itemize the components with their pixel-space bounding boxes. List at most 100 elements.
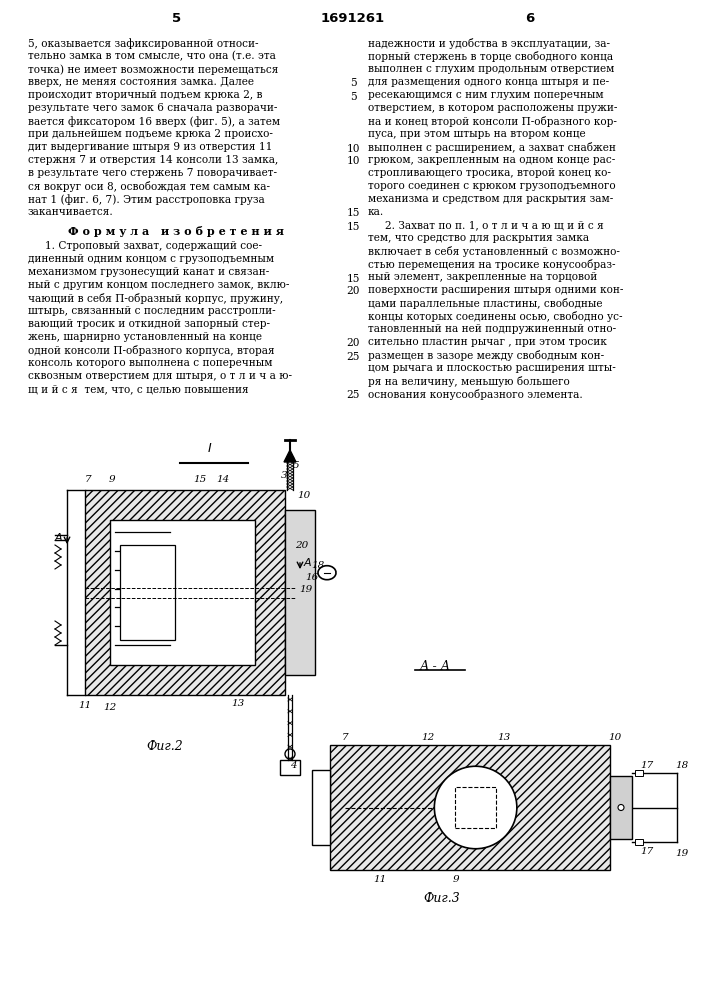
Text: А - А: А - А (420, 660, 451, 673)
Text: для размещения одного конца штыря и пе-: для размещения одного конца штыря и пе- (368, 77, 609, 87)
Text: 13: 13 (497, 732, 510, 742)
Text: 16: 16 (305, 574, 319, 582)
Text: I: I (208, 442, 212, 455)
Text: сительно пластин рычаг , при этом тросик: сительно пластин рычаг , при этом тросик (368, 337, 607, 347)
Text: ка.: ка. (368, 207, 384, 217)
Bar (635, 770, 643, 776)
Text: пуса, при этом штырь на втором конце: пуса, при этом штырь на втором конце (368, 129, 585, 139)
Text: диненный одним концом с грузоподъемным: диненный одним концом с грузоподъемным (28, 254, 274, 264)
Text: 11: 11 (373, 876, 387, 884)
Text: 11: 11 (78, 700, 92, 710)
Text: тановленный на ней подпружиненный отно-: тановленный на ней подпружиненный отно- (368, 324, 616, 334)
Text: 10: 10 (609, 732, 621, 742)
Text: одной консоли П-образного корпуса, вторая: одной консоли П-образного корпуса, втора… (28, 345, 274, 356)
Text: механизма и средством для раскрытия зам-: механизма и средством для раскрытия зам- (368, 194, 613, 204)
Text: чающий в себя П-образный корпус, пружину,: чающий в себя П-образный корпус, пружину… (28, 293, 283, 304)
Text: происходит вторичный подъем крюка 2, в: происходит вторичный подъем крюка 2, в (28, 90, 262, 100)
Text: 15: 15 (346, 273, 360, 284)
Text: концы которых соединены осью, свободно ус-: концы которых соединены осью, свободно у… (368, 311, 622, 322)
Text: Фиг.3: Фиг.3 (423, 892, 460, 905)
Text: вающий тросик и откидной запорный стер-: вающий тросик и откидной запорный стер- (28, 319, 270, 329)
Text: штырь, связанный с последним расстропли-: штырь, связанный с последним расстропли- (28, 306, 276, 316)
Text: стропливающего тросика, второй конец ко-: стропливающего тросика, второй конец ко- (368, 168, 611, 178)
Text: 1. Строповый захват, содержащий сое-: 1. Строповый захват, содержащий сое- (28, 241, 262, 251)
Text: 7: 7 (85, 476, 91, 485)
Text: Ф о р м у л а   и з о б р е т е н и я: Ф о р м у л а и з о б р е т е н и я (68, 226, 284, 237)
Text: дит выдергивание штыря 9 из отверстия 11: дит выдергивание штыря 9 из отверстия 11 (28, 142, 272, 152)
Circle shape (434, 766, 517, 849)
Text: при дальнейшем подъеме крюка 2 происхо-: при дальнейшем подъеме крюка 2 происхо- (28, 129, 273, 139)
Text: Фиг.2: Фиг.2 (146, 740, 183, 753)
Text: тельно замка в том смысле, что она (т.е. эта: тельно замка в том смысле, что она (т.е.… (28, 51, 276, 61)
Text: вверх, не меняя состояния замка. Далее: вверх, не меняя состояния замка. Далее (28, 77, 254, 87)
Text: выполнен с расширением, а захват снабжен: выполнен с расширением, а захват снабжен (368, 142, 616, 153)
Text: 5: 5 (350, 92, 356, 102)
Text: поверхности расширения штыря одними кон-: поверхности расширения штыря одними кон- (368, 285, 624, 295)
Text: 15: 15 (346, 222, 360, 232)
Text: 19: 19 (675, 849, 689, 858)
Text: отверстием, в котором расположены пружи-: отверстием, в котором расположены пружи- (368, 103, 617, 113)
Text: 19: 19 (299, 585, 312, 594)
Text: 12: 12 (421, 732, 435, 742)
Text: 12: 12 (103, 704, 117, 712)
Text: основания конусообразного элемента.: основания конусообразного элемента. (368, 389, 583, 400)
Text: 5, оказывается зафиксированной относи-: 5, оказывается зафиксированной относи- (28, 38, 259, 49)
Text: ресекающимся с ним глухим поперечным: ресекающимся с ним глухим поперечным (368, 90, 604, 100)
Text: консоль которого выполнена с поперечным: консоль которого выполнена с поперечным (28, 358, 272, 368)
Text: в результате чего стержень 7 поворачивает-: в результате чего стержень 7 поворачивае… (28, 168, 277, 178)
Text: 3: 3 (281, 471, 287, 480)
Bar (110, 520, 255, 665)
Circle shape (618, 804, 624, 810)
Bar (280, 760, 300, 775)
Text: A: A (55, 533, 63, 543)
Text: 18: 18 (311, 560, 325, 570)
Bar (285, 510, 315, 675)
Text: 14: 14 (216, 476, 230, 485)
Text: ря на величину, меньшую большего: ря на величину, меньшую большего (368, 376, 570, 387)
Bar (85, 490, 285, 695)
Text: надежности и удобства в эксплуатации, за-: надежности и удобства в эксплуатации, за… (368, 38, 610, 49)
Text: 20: 20 (346, 286, 360, 296)
Text: сквозным отверстием для штыря, о т л и ч а ю-: сквозным отверстием для штыря, о т л и ч… (28, 371, 292, 381)
Polygon shape (284, 450, 296, 462)
Text: 10: 10 (346, 143, 360, 153)
Text: точка) не имеет возможности перемещаться: точка) не имеет возможности перемещаться (28, 64, 279, 75)
Text: механизмом грузонесущий канат и связан-: механизмом грузонесущий канат и связан- (28, 267, 269, 277)
Text: 17: 17 (641, 847, 654, 856)
Text: тем, что средство для раскрытия замка: тем, что средство для раскрытия замка (368, 233, 589, 243)
Text: ся вокруг оси 8, освобождая тем самым ка-: ся вокруг оси 8, освобождая тем самым ка… (28, 181, 270, 192)
Bar (455, 787, 496, 828)
Text: щ и й с я  тем, что, с целью повышения: щ и й с я тем, что, с целью повышения (28, 384, 249, 394)
Text: заканчивается.: заканчивается. (28, 207, 114, 217)
Text: стержня 7 и отверстия 14 консоли 13 замка,: стержня 7 и отверстия 14 консоли 13 замк… (28, 155, 279, 165)
Text: 5: 5 (173, 11, 182, 24)
Text: ный элемент, закрепленные на торцовой: ный элемент, закрепленные на торцовой (368, 272, 597, 282)
Text: 20: 20 (296, 540, 309, 550)
Text: 1691261: 1691261 (321, 11, 385, 24)
Text: 20: 20 (346, 338, 360, 349)
Text: выполнен с глухим продольным отверстием: выполнен с глухим продольным отверстием (368, 64, 614, 74)
Text: размещен в зазоре между свободным кон-: размещен в зазоре между свободным кон- (368, 350, 604, 361)
Text: стью перемещения на тросике конусообраз-: стью перемещения на тросике конусообраз- (368, 259, 616, 270)
Bar (120, 545, 175, 640)
Text: 9: 9 (109, 476, 115, 485)
Text: 2. Захват по п. 1, о т л и ч а ю щ и й с я: 2. Захват по п. 1, о т л и ч а ю щ и й с… (368, 220, 604, 230)
Text: 15: 15 (194, 476, 206, 485)
Text: 5: 5 (293, 462, 299, 471)
Text: цом рычага и плоскостью расширения шты-: цом рычага и плоскостью расширения шты- (368, 363, 616, 373)
Text: 18: 18 (675, 761, 689, 770)
Text: 10: 10 (298, 490, 310, 499)
Text: жень, шарнирно установленный на конце: жень, шарнирно установленный на конце (28, 332, 262, 342)
Text: порный стержень в торце свободного конца: порный стержень в торце свободного конца (368, 51, 613, 62)
Text: 6: 6 (525, 11, 534, 24)
Bar (610, 776, 632, 839)
Text: 25: 25 (346, 390, 360, 400)
Bar (635, 839, 643, 845)
Text: A: A (304, 558, 312, 568)
Text: цами параллельные пластины, свободные: цами параллельные пластины, свободные (368, 298, 602, 309)
Text: на и конец второй консоли П-образного кор-: на и конец второй консоли П-образного ко… (368, 116, 617, 127)
Text: результате чего замок 6 сначала разворачи-: результате чего замок 6 сначала разворач… (28, 103, 277, 113)
Text: вается фиксатором 16 вверх (фиг. 5), а затем: вается фиксатором 16 вверх (фиг. 5), а з… (28, 116, 280, 127)
Text: грюком, закрепленным на одном конце рас-: грюком, закрепленным на одном конце рас- (368, 155, 615, 165)
Bar (312, 770, 330, 845)
